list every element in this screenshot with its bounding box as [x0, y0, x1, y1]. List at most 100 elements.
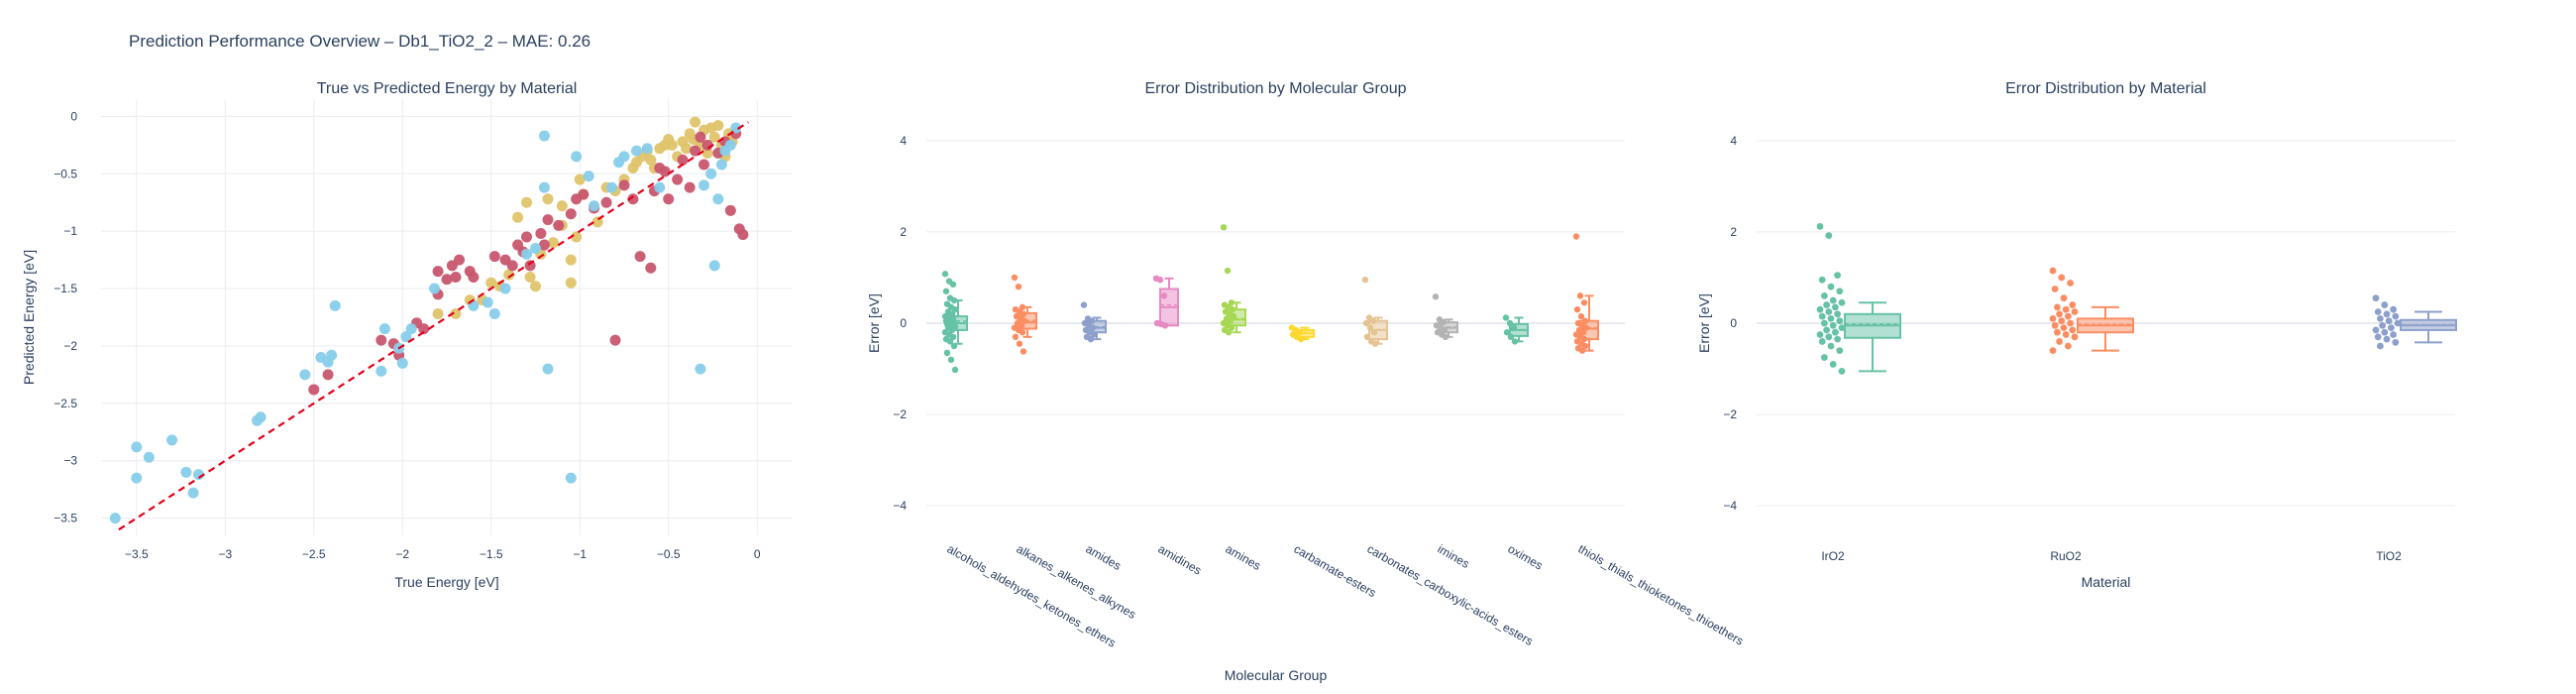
- scatter-point-iro2: [376, 334, 387, 346]
- box-point-iro2: [1829, 321, 1837, 329]
- box-point-tio2: [2383, 335, 2391, 343]
- box-point-thiols-thials-thioketones-thioethers: [1578, 347, 1586, 354]
- scatter-point-iro2: [488, 251, 500, 263]
- scatter-point-iro2: [684, 181, 696, 193]
- scatter-point-iro2: [506, 260, 518, 272]
- box-point-iro2: [1825, 232, 1833, 239]
- box-point-ruo2: [2069, 326, 2077, 334]
- scatter-point-tio2: [187, 487, 199, 499]
- x-tick-label: −1.5: [480, 547, 503, 561]
- box-point-thiols-thials-thioketones-thioethers: [1576, 292, 1584, 299]
- scatter-point-tio2: [641, 143, 653, 155]
- box-thiols-thials-thioketones-thioethers: [1579, 319, 1599, 341]
- chart-title: Error Distribution by Molecular Group: [1144, 80, 1406, 97]
- scatter-point-iro2: [418, 323, 430, 335]
- category-label: alkanes_alkenes_alkynes: [1015, 541, 1138, 622]
- scatter-point-tio2: [538, 130, 550, 142]
- box-point-ruo2: [2051, 286, 2059, 292]
- scatter-point-tio2: [166, 434, 178, 446]
- scatter-point-ruo2: [565, 254, 577, 266]
- box-point-thiols-thials-thioketones-thioethers: [1573, 305, 1581, 313]
- scatter-point-iro2: [524, 260, 536, 272]
- scatter-point-iro2: [450, 271, 462, 283]
- scatter-point-iro2: [698, 159, 710, 171]
- scatter-point-iro2: [600, 196, 612, 208]
- x-tick-label: −3.5: [125, 547, 149, 561]
- scatter-point-iro2: [677, 154, 689, 166]
- box-point-thiols-thials-thioketones-thioethers: [1580, 299, 1588, 306]
- scatter-point-iro2: [535, 227, 547, 239]
- box-point-carbonates-carboxylic-acids-esters: [1361, 277, 1369, 284]
- scatter-point-iro2: [737, 229, 749, 241]
- y-tick-label: −1: [63, 224, 77, 238]
- box-point-ruo2: [2054, 328, 2061, 336]
- box-point-amides: [1080, 301, 1088, 308]
- scatter-point-tio2: [631, 145, 643, 157]
- y-axis-title: Predicted Energy [eV]: [21, 250, 37, 385]
- x-tick-label: 0: [754, 547, 761, 561]
- category-label: amidines: [1156, 541, 1205, 577]
- scatter-point-iro2: [634, 251, 646, 263]
- box-point-iro2: [1832, 303, 1839, 311]
- scatter-point-tio2: [529, 243, 541, 255]
- y-tick-label: −3: [63, 454, 77, 468]
- box-point-alkanes-alkenes-alkynes: [1019, 303, 1026, 311]
- scatter-point-iro2: [441, 274, 453, 286]
- scatter-point-tio2: [400, 331, 412, 343]
- scatter-point-tio2: [180, 466, 192, 478]
- box-point-alcohols-aldehydes-ketones-ethers: [951, 305, 959, 313]
- scatter-point-tio2: [705, 168, 717, 179]
- scatter-point-iro2: [322, 369, 334, 381]
- scatter-point-tio2: [326, 349, 338, 361]
- scatter-point-ruo2: [432, 308, 444, 320]
- y-tick-label: 0: [70, 109, 77, 123]
- scatter-point-tio2: [565, 472, 577, 484]
- box-point-alcohols-aldehydes-ketones-ethers: [951, 366, 959, 374]
- scatter-point-tio2: [396, 357, 408, 369]
- box-point-alkanes-alkenes-alkynes: [1020, 348, 1027, 355]
- box-point-amides: [1087, 335, 1095, 343]
- category-label: amides: [1084, 541, 1125, 572]
- y-tick-label: 0: [1730, 316, 1737, 330]
- box-point-iro2: [1838, 367, 1846, 375]
- box-point-tio2: [2390, 331, 2398, 338]
- y-tick-label: −4: [1723, 499, 1737, 513]
- scatter-point-tio2: [378, 323, 390, 335]
- box-point-iro2: [1832, 328, 1839, 336]
- box-point-amines: [1228, 299, 1235, 306]
- scatter-point-tio2: [715, 159, 727, 171]
- box-point-tio2: [2383, 310, 2391, 318]
- box-point-iro2: [1836, 317, 1844, 325]
- scatter-point-tio2: [583, 171, 594, 182]
- y-tick-label: 4: [1730, 134, 1737, 148]
- box-point-ruo2: [2071, 333, 2079, 341]
- y-tick-label: −2: [1723, 407, 1737, 421]
- molecular-group-box-panel: 4 2 0 −2 −4 Error Distribution by Molecular G…: [866, 80, 1746, 683]
- x-axis-title: Molecular Group: [1225, 667, 1328, 683]
- x-tick-label: −1: [573, 547, 587, 561]
- box-point-alkanes-alkenes-alkynes: [1015, 283, 1022, 290]
- material-box-panel: 4 2 0 −2 −4 Error Distribution by Material Mat…: [1696, 80, 2457, 590]
- scatter-point-tio2: [488, 308, 500, 320]
- box-point-thiols-thials-thioketones-thioethers: [1572, 233, 1580, 240]
- box-point-thiols-thials-thioketones-thioethers: [1581, 342, 1589, 350]
- scatter-point-iro2: [724, 204, 736, 216]
- box-point-iro2: [1816, 305, 1824, 313]
- box-point-iro2: [1836, 347, 1844, 355]
- box-point-alcohols-aldehydes-ketones-ethers: [941, 271, 949, 278]
- scatter-point-tio2: [724, 139, 736, 151]
- x-tick-label: −2.5: [302, 547, 326, 561]
- box-point-ruo2: [2069, 301, 2077, 308]
- scatter-point-tio2: [109, 513, 121, 524]
- scatter-point-ruo2: [701, 147, 713, 159]
- box-point-iro2: [1827, 342, 1835, 350]
- scatter-point-iro2: [609, 334, 621, 346]
- scatter-point-tio2: [730, 122, 742, 134]
- figure-title: Prediction Performance Overview – Db1_Ti…: [129, 32, 591, 51]
- category-label: amines: [1224, 541, 1264, 572]
- box-point-ruo2: [2049, 267, 2057, 275]
- scatter-point-ruo2: [574, 174, 586, 185]
- box-point-tio2: [2390, 305, 2398, 313]
- box-point-alkanes-alkenes-alkynes: [1016, 340, 1023, 347]
